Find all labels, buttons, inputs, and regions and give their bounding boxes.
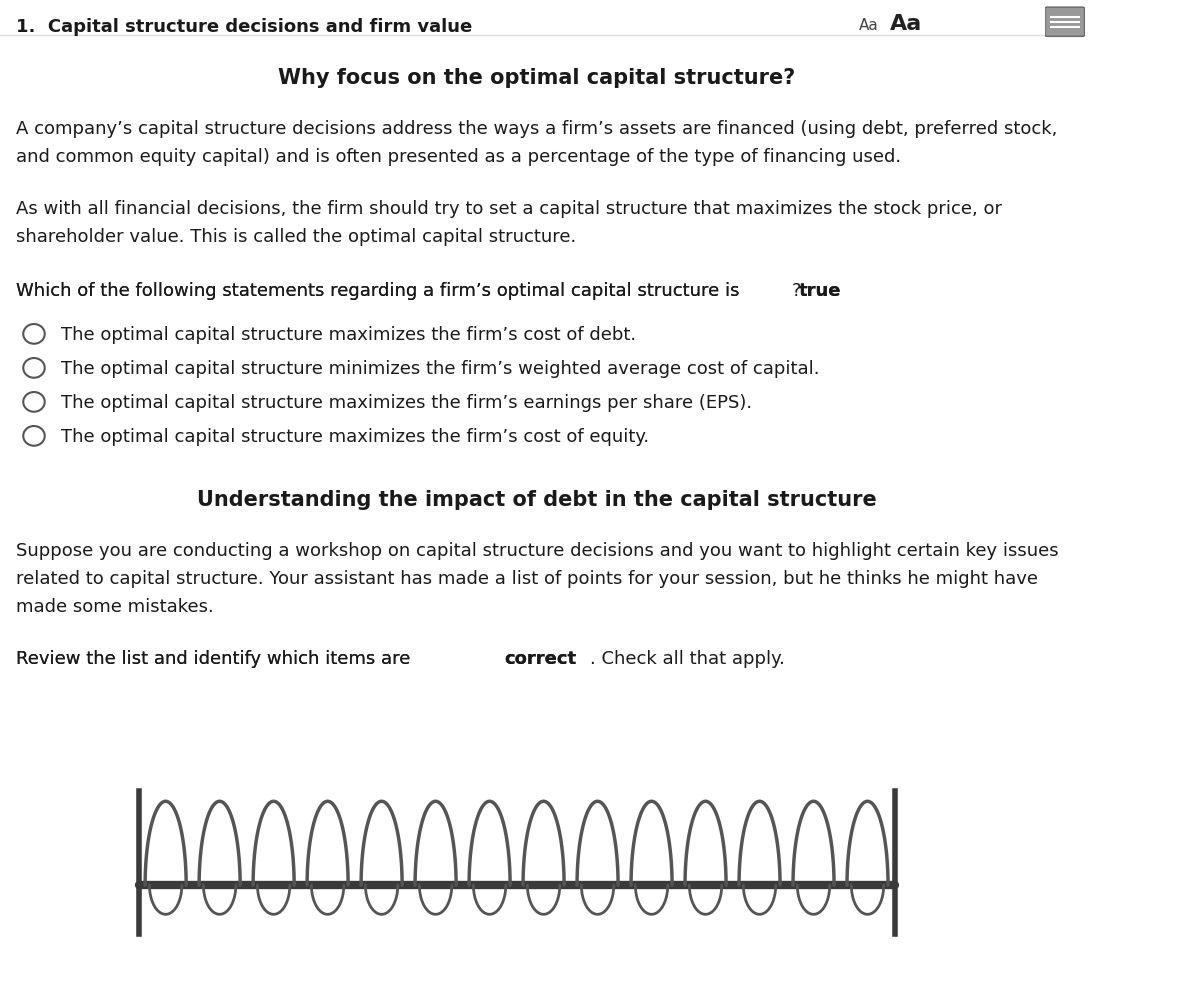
Text: The optimal capital structure minimizes the firm’s weighted average cost of capi: The optimal capital structure minimizes … [61, 360, 820, 378]
Text: Aa: Aa [859, 18, 878, 33]
Text: The optimal capital structure maximizes the firm’s earnings per share (EPS).: The optimal capital structure maximizes … [61, 394, 752, 412]
Text: ?: ? [792, 282, 800, 300]
Text: made some mistakes.: made some mistakes. [16, 598, 214, 616]
Text: Review the list and identify which items are: Review the list and identify which items… [16, 650, 416, 668]
Text: Why focus on the optimal capital structure?: Why focus on the optimal capital structu… [278, 68, 796, 88]
Text: The optimal capital structure maximizes the firm’s cost of equity.: The optimal capital structure maximizes … [61, 428, 649, 446]
Text: Which of the following statements regarding a firm’s optimal capital structure i: Which of the following statements regard… [16, 282, 745, 300]
FancyBboxPatch shape [1045, 7, 1085, 36]
Text: related to capital structure. Your assistant has made a list of points for your : related to capital structure. Your assis… [16, 570, 1038, 588]
Text: and common equity capital) and is often presented as a percentage of the type of: and common equity capital) and is often … [16, 148, 901, 166]
Text: Review the list and identify which items are: Review the list and identify which items… [16, 650, 416, 668]
Text: The optimal capital structure maximizes the firm’s cost of debt.: The optimal capital structure maximizes … [61, 326, 636, 344]
Text: 1.  Capital structure decisions and firm value: 1. Capital structure decisions and firm … [16, 18, 473, 36]
Text: correct: correct [504, 650, 577, 668]
Text: Suppose you are conducting a workshop on capital structure decisions and you wan: Suppose you are conducting a workshop on… [16, 542, 1058, 560]
Text: shareholder value. This is called the optimal capital structure.: shareholder value. This is called the op… [16, 228, 576, 246]
Text: . Check all that apply.: . Check all that apply. [589, 650, 785, 668]
Text: true: true [799, 282, 841, 300]
Text: As with all financial decisions, the firm should try to set a capital structure : As with all financial decisions, the fir… [16, 200, 1002, 218]
Text: Understanding the impact of debt in the capital structure: Understanding the impact of debt in the … [197, 490, 876, 510]
Text: correct: correct [504, 650, 577, 668]
Text: A company’s capital structure decisions address the ways a firm’s assets are fin: A company’s capital structure decisions … [16, 120, 1057, 138]
Text: Which of the following statements regarding a firm’s optimal capital structure i: Which of the following statements regard… [16, 282, 745, 300]
Text: true: true [799, 282, 841, 300]
Text: Aa: Aa [890, 14, 923, 34]
